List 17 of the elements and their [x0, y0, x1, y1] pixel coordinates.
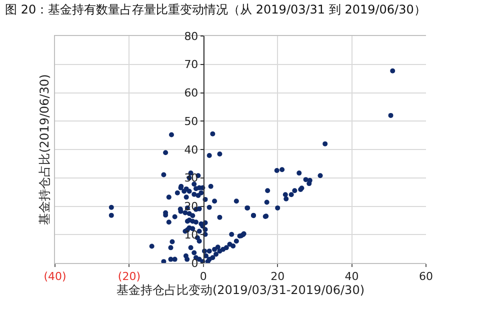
- x-tick-label: 40: [344, 270, 359, 284]
- y-tick-label: 80: [184, 30, 198, 43]
- chart-title: 图 20：基金持有数量占存量比重变动情况（从 2019/03/31 到 2019/06/30）: [5, 2, 426, 16]
- y-tick-label: 50: [184, 114, 198, 128]
- y-tick-label: 10: [184, 228, 198, 242]
- x-tick-label: (40): [44, 270, 66, 284]
- x-tick-label: 0: [200, 270, 207, 284]
- x-axis-title: 基金持仓占比变动(2019/03/31-2019/06/30): [116, 283, 365, 298]
- y-tick-label: 0: [191, 256, 198, 270]
- y-tick-label: 40: [184, 143, 198, 156]
- y-tick-label: 60: [184, 86, 198, 100]
- x-tick-label: (20): [118, 270, 140, 284]
- x-tick-label: 60: [419, 270, 433, 284]
- x-tick-label: 20: [270, 270, 285, 284]
- y-tick-label: 70: [184, 58, 198, 72]
- y-tick-label: 30: [184, 172, 198, 185]
- y-axis-title: 基金持仓占比(2019/06/30): [37, 74, 52, 225]
